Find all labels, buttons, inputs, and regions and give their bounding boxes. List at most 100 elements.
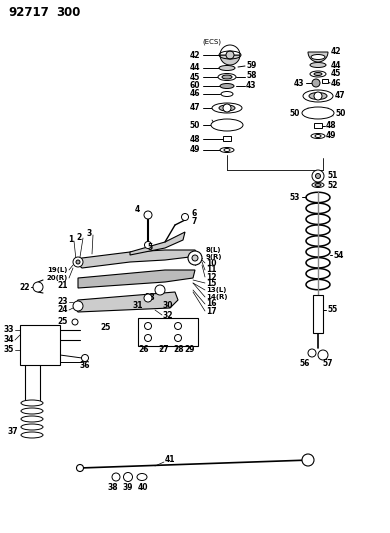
- Ellipse shape: [311, 54, 325, 60]
- Ellipse shape: [21, 408, 43, 414]
- Circle shape: [314, 92, 322, 100]
- Ellipse shape: [312, 182, 324, 188]
- Ellipse shape: [218, 74, 236, 80]
- Text: 3: 3: [87, 230, 92, 238]
- Text: 47: 47: [335, 92, 346, 101]
- Text: 25: 25: [58, 318, 68, 327]
- Text: 25: 25: [100, 324, 110, 333]
- Text: 50: 50: [290, 109, 300, 117]
- Ellipse shape: [303, 90, 333, 102]
- Text: 55: 55: [327, 305, 337, 314]
- Circle shape: [73, 257, 83, 267]
- Wedge shape: [220, 45, 240, 55]
- Text: 53: 53: [290, 192, 300, 201]
- Circle shape: [124, 472, 133, 481]
- Text: 38: 38: [108, 482, 118, 491]
- Bar: [314, 123, 322, 128]
- Ellipse shape: [220, 84, 234, 88]
- Text: 60: 60: [190, 82, 200, 91]
- Text: 31: 31: [133, 302, 143, 311]
- Bar: [322, 79, 328, 83]
- Text: 43: 43: [246, 82, 257, 91]
- Text: 28: 28: [173, 345, 184, 354]
- Text: 40: 40: [138, 482, 148, 491]
- Text: 7: 7: [191, 217, 197, 227]
- Ellipse shape: [21, 424, 43, 430]
- Text: 39: 39: [123, 482, 133, 491]
- Ellipse shape: [224, 149, 230, 151]
- Circle shape: [223, 104, 231, 112]
- Text: 59: 59: [246, 61, 256, 69]
- Text: 92717: 92717: [8, 5, 49, 19]
- Text: 20(R): 20(R): [47, 275, 68, 281]
- Text: 46: 46: [331, 78, 342, 87]
- Polygon shape: [75, 250, 198, 268]
- Text: 32: 32: [163, 311, 174, 319]
- Text: 54: 54: [333, 251, 343, 260]
- Ellipse shape: [314, 72, 322, 76]
- Text: 48: 48: [326, 122, 337, 131]
- Ellipse shape: [309, 93, 327, 100]
- Polygon shape: [78, 270, 195, 288]
- Text: 41: 41: [165, 456, 176, 464]
- Ellipse shape: [222, 75, 232, 79]
- Circle shape: [174, 335, 181, 342]
- Text: 34: 34: [4, 335, 14, 344]
- Text: 50: 50: [335, 109, 346, 117]
- Text: 11: 11: [206, 265, 216, 274]
- Circle shape: [302, 454, 314, 466]
- Circle shape: [145, 241, 151, 248]
- Text: 8(L): 8(L): [206, 247, 222, 253]
- Text: 44: 44: [190, 63, 200, 72]
- Text: 50: 50: [190, 120, 200, 130]
- Text: 1: 1: [68, 236, 73, 245]
- Text: 33: 33: [4, 326, 14, 335]
- Text: 26: 26: [138, 345, 149, 354]
- Ellipse shape: [220, 148, 234, 152]
- Ellipse shape: [219, 105, 235, 111]
- Text: 47: 47: [190, 103, 200, 112]
- Text: 15: 15: [206, 279, 216, 287]
- Text: 23: 23: [57, 297, 68, 306]
- Circle shape: [144, 211, 152, 219]
- Polygon shape: [74, 292, 178, 312]
- Text: 14(R): 14(R): [206, 294, 227, 300]
- Ellipse shape: [310, 71, 326, 77]
- Ellipse shape: [21, 416, 43, 422]
- Text: 9(R): 9(R): [206, 254, 223, 260]
- Text: 42: 42: [190, 51, 200, 60]
- Text: 46: 46: [190, 90, 200, 99]
- Circle shape: [318, 350, 328, 360]
- Circle shape: [72, 319, 78, 325]
- Wedge shape: [308, 52, 328, 62]
- Text: 17: 17: [206, 306, 216, 316]
- Bar: [20, 325, 60, 365]
- Ellipse shape: [315, 134, 321, 138]
- Text: 18: 18: [144, 294, 155, 303]
- Text: 29: 29: [184, 345, 195, 354]
- Text: 27: 27: [158, 345, 168, 354]
- Text: 24: 24: [57, 305, 68, 314]
- Text: 10: 10: [206, 259, 216, 268]
- Ellipse shape: [311, 133, 325, 139]
- Bar: [138, 318, 198, 346]
- Circle shape: [155, 285, 165, 295]
- Bar: [223, 136, 231, 141]
- Circle shape: [112, 473, 120, 481]
- Text: 2: 2: [77, 232, 82, 241]
- Circle shape: [181, 214, 188, 221]
- Text: 58: 58: [246, 71, 257, 80]
- Text: 6: 6: [191, 209, 196, 219]
- Text: 35: 35: [4, 345, 14, 354]
- Text: 49: 49: [190, 146, 200, 155]
- Text: (ECS): (ECS): [202, 39, 222, 45]
- Text: 19(L): 19(L): [48, 267, 68, 273]
- Text: 30: 30: [163, 302, 174, 311]
- Circle shape: [82, 354, 89, 361]
- Circle shape: [312, 79, 320, 87]
- Ellipse shape: [137, 473, 147, 481]
- Text: 21: 21: [57, 281, 68, 290]
- Circle shape: [312, 170, 324, 182]
- Text: 12: 12: [206, 272, 216, 281]
- Text: 45: 45: [190, 72, 200, 82]
